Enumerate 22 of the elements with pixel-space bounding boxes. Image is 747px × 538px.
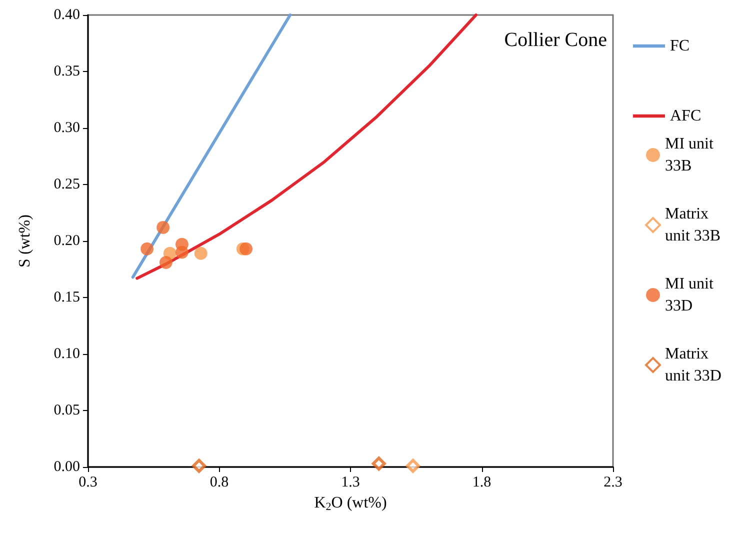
y-tick-label: 0.10 (54, 346, 80, 362)
legend-label: AFC (670, 108, 702, 124)
legend-label: Matrix unit 33D (665, 346, 722, 384)
x-tick-label: 1.3 (341, 474, 360, 490)
y-axis-title: S (wt%) (16, 214, 34, 268)
x-tick-label: 0.3 (78, 474, 98, 490)
y-tick-label: 0.20 (54, 233, 80, 249)
x-tick-label: 0.8 (210, 474, 229, 490)
y-tick-label: 0.30 (54, 120, 80, 136)
legend-label: FC (670, 38, 690, 54)
y-tick-label: 0.35 (54, 64, 80, 80)
legend-label: Matrix unit 33B (665, 206, 721, 244)
y-tick-label: 0.05 (54, 402, 80, 418)
x-tick-label: 2.3 (604, 474, 622, 490)
y-tick-label: 0.00 (54, 459, 80, 475)
y-tick-label: 0.25 (54, 176, 80, 192)
legend-label: MI unit 33B (665, 136, 718, 174)
annotation: Collier Cone (504, 29, 608, 51)
y-tick-label: 0.15 (54, 290, 80, 306)
y-tick-label: 0.40 (54, 7, 80, 23)
legend-label: MI unit 33D (665, 276, 718, 314)
x-tick-label: 1.8 (472, 474, 492, 490)
